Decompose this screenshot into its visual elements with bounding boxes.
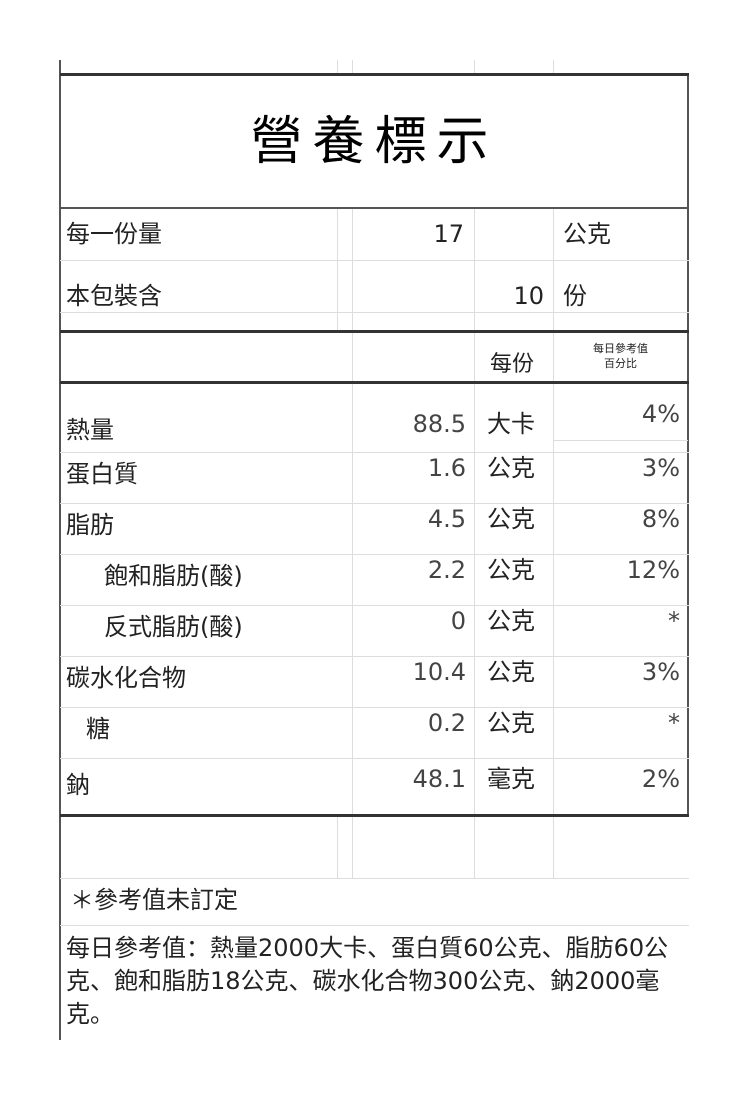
right-border (687, 74, 689, 816)
serving-size-value: 17 (433, 220, 464, 248)
nutrient-unit: 公克 (487, 658, 535, 686)
servings-per-pack-value: 10 (513, 282, 544, 310)
nutrient-unit: 公克 (487, 556, 535, 584)
daily-value-percent: 4% (641, 400, 680, 428)
daily-reference-text: 每日參考值：熱量2000大卡、蛋白質60公克、脂肪60公克、飽和脂肪18公克、碳… (66, 934, 669, 1028)
nutrient-unit: 公克 (487, 709, 535, 737)
daily-value-percent: 3% (641, 454, 680, 482)
nutrient-unit: 大卡 (487, 410, 535, 438)
nutrient-value: 0.2 (427, 709, 466, 737)
page-title: 營養標示 (250, 112, 499, 172)
nutrient-value: 48.1 (412, 765, 466, 793)
nutrient-name: 反式脂肪(酸) (104, 613, 243, 641)
footnote: ＊參考值未訂定 (70, 886, 238, 914)
daily-value-header-line1: 每日參考值 (593, 342, 648, 355)
nutrient-name: 飽和脂肪(酸) (104, 562, 243, 590)
nutrient-value: 1.6 (427, 454, 466, 482)
daily-value-percent: * (668, 709, 680, 737)
serving-size-label: 每一份量 (66, 220, 162, 248)
servings-per-pack-label: 本包裝含 (66, 282, 162, 310)
nutrient-unit: 毫克 (487, 765, 535, 793)
nutrient-value: 2.2 (427, 556, 466, 584)
serving-size-unit: 公克 (563, 220, 611, 248)
daily-value-percent: 3% (641, 658, 680, 686)
nutrient-value: 88.5 (412, 410, 466, 438)
servings-per-pack-unit: 份 (563, 282, 587, 310)
left-border (59, 60, 61, 1040)
nutrient-name: 脂肪 (66, 511, 114, 539)
nutrient-value: 0 (450, 607, 466, 635)
nutrient-name: 鈉 (66, 771, 90, 799)
daily-value-percent: 8% (641, 505, 680, 533)
nutrient-name: 蛋白質 (66, 460, 138, 488)
per-serving-header: 每份 (490, 352, 535, 377)
daily-value-header-line2: 百分比 (604, 357, 637, 370)
nutrient-name: 碳水化合物 (66, 664, 186, 692)
nutrient-name: 糖 (86, 715, 110, 743)
daily-value-percent: * (668, 607, 680, 635)
nutrient-value: 10.4 (412, 658, 466, 686)
nutrient-unit: 公克 (487, 454, 535, 482)
nutrient-unit: 公克 (487, 607, 535, 635)
daily-value-percent: 2% (641, 765, 680, 793)
daily-value-percent: 12% (626, 556, 680, 584)
nutrient-unit: 公克 (487, 505, 535, 533)
nutrient-value: 4.5 (427, 505, 466, 533)
nutrient-name: 熱量 (66, 416, 114, 444)
